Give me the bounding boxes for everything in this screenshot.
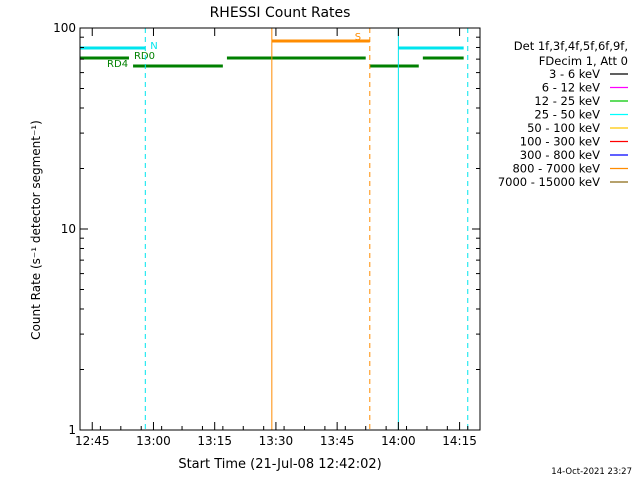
x-tick-label-3: 13:30 (259, 434, 294, 448)
chart-title: RHESSI Count Rates (210, 5, 351, 21)
y-tick-label-0: 1 (68, 423, 76, 437)
y-tick-label-2: 100 (53, 21, 76, 35)
x-axis-label: Start Time (21-Jul-08 12:42:02) (178, 457, 381, 472)
flag-label-2: RD4 (107, 59, 128, 70)
legend-label-8: 7000 - 15000 keV (498, 175, 600, 189)
legend-label-0: 3 - 6 keV (549, 67, 600, 81)
plot-timestamp: 14-Oct-2021 23:27 (551, 467, 632, 477)
flag-label-0: N (150, 41, 157, 52)
x-tick-label-1: 13:00 (136, 434, 171, 448)
legend-label-2: 12 - 25 keV (534, 94, 600, 108)
x-axis-ticks: 12:45 13:00 13:15 13:30 13:45 14:00 14:15 (75, 28, 477, 448)
legend-header-line-1: Det 1f,3f,4f,5f,6f,9f, (514, 39, 628, 53)
y-axis-label: Count Rate (s⁻¹ detector segment⁻¹) (29, 120, 43, 340)
x-tick-label-4: 13:45 (320, 434, 355, 448)
x-tick-label-2: 13:15 (197, 434, 232, 448)
legend-header-line-2: FDecim 1, Att 0 (539, 54, 628, 68)
y-axis-ticks: 1 10 100 (53, 21, 480, 437)
y-tick-label-1: 10 (61, 222, 76, 236)
x-tick-label-6: 14:15 (442, 434, 477, 448)
legend-label-6: 300 - 800 keV (520, 148, 600, 162)
legend-label-4: 50 - 100 keV (527, 121, 600, 135)
legend-label-3: 25 - 50 keV (534, 108, 600, 122)
flag-label-3: S (355, 32, 361, 43)
legend: Det 1f,3f,4f,5f,6f,9f, FDecim 1, Att 0 3… (498, 39, 628, 189)
flag-label-1: RD0 (134, 51, 155, 62)
legend-label-5: 100 - 300 keV (520, 135, 600, 149)
legend-label-7: 800 - 7000 keV (512, 162, 600, 176)
x-tick-label-5: 14:00 (381, 434, 416, 448)
legend-label-1: 6 - 12 keV (542, 81, 600, 95)
x-tick-label-0: 12:45 (75, 434, 110, 448)
